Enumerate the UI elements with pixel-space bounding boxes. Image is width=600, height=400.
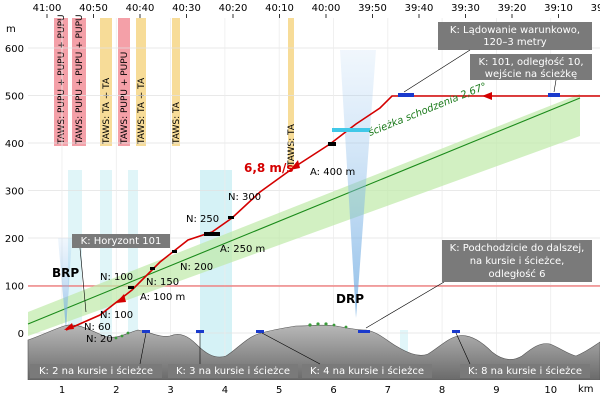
callout-landing: K: Lądowanie warunkowo, 120–3 metry bbox=[403, 22, 592, 93]
taws-band bbox=[72, 18, 86, 146]
y-tick-label: 100 bbox=[5, 282, 24, 293]
y-unit-label: m bbox=[6, 24, 16, 35]
callout-k101: K: 101, odległość 10, wejście na ścieżkę bbox=[470, 54, 592, 93]
n20-label: N: 20 bbox=[86, 334, 113, 345]
svg-text:odległość 6: odległość 6 bbox=[489, 268, 546, 280]
n300-label: N: 300 bbox=[228, 192, 261, 203]
callout-k2: K: 2 na kursie i ścieżce bbox=[30, 332, 162, 378]
svg-text:wejście na ścieżkę: wejście na ścieżkę bbox=[485, 68, 577, 80]
taws-band bbox=[100, 18, 112, 146]
x-axis: 1 2 3 4 5 6 7 8 9 10 bbox=[0, 380, 600, 400]
top-tick-label: 41:00 bbox=[33, 3, 62, 14]
a250-label: A: 250 m bbox=[220, 244, 265, 255]
drp-marker-bar bbox=[332, 128, 370, 132]
x-tick-label: 8 bbox=[439, 385, 445, 396]
n100a-label: N: 100 bbox=[100, 272, 133, 283]
glide-slope-line bbox=[27, 97, 581, 325]
top-tick-label: 40:30 bbox=[172, 3, 201, 14]
taws-band bbox=[288, 18, 294, 168]
callout-k3: K: 3 na kursie i ścieżce bbox=[168, 333, 298, 378]
taws-alert-bands: TAWS: PUPU + PUPU + PUPU TAWS: PUPU + PUP… bbox=[54, 14, 297, 168]
taws-band bbox=[172, 18, 180, 146]
taws-band-label: TAWS: TA + TA bbox=[102, 77, 112, 145]
beacon-markers bbox=[142, 93, 560, 333]
speed-label: 6,8 m/s bbox=[244, 161, 293, 175]
top-tick-label: 39:50 bbox=[358, 3, 387, 14]
svg-text:K: 2 na kursie i ścieżce: K: 2 na kursie i ścieżce bbox=[39, 365, 153, 377]
y-axis: 0 100 200 300 400 500 600 bbox=[5, 44, 24, 340]
flight-path bbox=[65, 95, 600, 331]
y-tick-label: 400 bbox=[5, 139, 24, 150]
brp-label: BRP bbox=[52, 266, 79, 280]
x-tick-label: 7 bbox=[385, 385, 391, 396]
x-tick-label: 2 bbox=[113, 385, 119, 396]
top-tick-label: 40:20 bbox=[219, 3, 248, 14]
top-tick-label: 39:40 bbox=[405, 3, 434, 14]
callout-approach: K: Podchodzicie do dalszej, na kursie i … bbox=[365, 240, 592, 329]
svg-text:120–3 metry: 120–3 metry bbox=[483, 37, 547, 48]
callout-horizon: K: Horyzont 101 bbox=[72, 234, 170, 313]
svg-text:K: 101, odległość 10,: K: 101, odległość 10, bbox=[478, 56, 583, 68]
n60-label: N: 60 bbox=[84, 322, 111, 333]
callout-k8: K: 8 na kursie i ścieżce bbox=[455, 332, 590, 378]
altitude-markers bbox=[128, 142, 336, 289]
y-tick-label: 500 bbox=[5, 92, 24, 103]
callout-k4: K: 4 na kursie i ścieżce bbox=[261, 332, 432, 378]
top-tick-label: 40:10 bbox=[265, 3, 294, 14]
taws-band bbox=[54, 18, 68, 146]
x-tick-label: 10 bbox=[544, 385, 557, 396]
top-tick-label: 40:00 bbox=[312, 3, 341, 14]
taws-band-label: TAWS: TA bbox=[172, 101, 182, 145]
a100-label: A: 100 m bbox=[140, 292, 185, 303]
vegetation bbox=[114, 322, 348, 340]
y-tick-label: 300 bbox=[5, 187, 24, 198]
top-tick-label: 40:40 bbox=[126, 3, 155, 14]
taws-band-label: TAWS: PUPU + PUPU + PUPU bbox=[75, 14, 85, 145]
svg-text:K: 8 na kursie i ścieżce: K: 8 na kursie i ścieżce bbox=[468, 365, 582, 377]
n200-label: N: 200 bbox=[180, 262, 213, 273]
svg-text:K: 3 na kursie i ścieżce: K: 3 na kursie i ścieżce bbox=[176, 365, 290, 377]
top-tick-label: 40:50 bbox=[79, 3, 108, 14]
grid bbox=[28, 18, 600, 380]
flight-direction-arrows bbox=[64, 92, 492, 330]
svg-text:na kursie i ścieżce,: na kursie i ścieżce, bbox=[470, 255, 565, 267]
top-tick-label: 39:20 bbox=[498, 3, 527, 14]
brp-cone bbox=[58, 238, 72, 330]
x-tick-label: 3 bbox=[167, 385, 173, 396]
x-tick-label: 6 bbox=[330, 385, 336, 396]
svg-text:K: Podchodzicie do dalszej,: K: Podchodzicie do dalszej, bbox=[450, 243, 585, 254]
top-time-axis: 41:00 40:50 40:40 40:30 40:20 40:10 40:00 39:50… bbox=[0, 0, 600, 18]
svg-text:K: Horyzont 101: K: Horyzont 101 bbox=[81, 236, 162, 247]
x-tick-label: 5 bbox=[276, 385, 282, 396]
taws-band-label: TAWS: TA bbox=[287, 123, 297, 167]
n250-label: N: 250 bbox=[186, 214, 219, 225]
drp-label: DRP bbox=[336, 292, 364, 306]
a400-label: A: 400 m bbox=[310, 167, 355, 178]
taws-band-label: TAWS: TA + TA bbox=[137, 77, 147, 145]
x-tick-label: 1 bbox=[59, 385, 65, 396]
x-tick-label: 9 bbox=[493, 385, 499, 396]
y-tick-label: 0 bbox=[18, 329, 24, 340]
n100b-label: N: 100 bbox=[100, 310, 133, 321]
taws-band bbox=[136, 18, 146, 146]
y-tick-label: 600 bbox=[5, 44, 24, 55]
taws-band-label: TAWS: PUPU + PUPU bbox=[120, 52, 130, 145]
top-tick-label: 39:30 bbox=[451, 3, 480, 14]
y-tick-label: 200 bbox=[5, 234, 24, 245]
top-tick-label: 39:10 bbox=[544, 3, 573, 14]
x-unit-label: km bbox=[578, 384, 594, 395]
top-tick-label: 39:00 bbox=[591, 3, 600, 14]
x-tick-label: 4 bbox=[222, 385, 228, 396]
taws-band bbox=[118, 18, 130, 146]
svg-text:K: Lądowanie warunkowo,: K: Lądowanie warunkowo, bbox=[450, 25, 580, 36]
n150-label: N: 150 bbox=[146, 277, 179, 288]
svg-text:K: 4 na kursie i ścieżce: K: 4 na kursie i ścieżce bbox=[310, 365, 424, 377]
